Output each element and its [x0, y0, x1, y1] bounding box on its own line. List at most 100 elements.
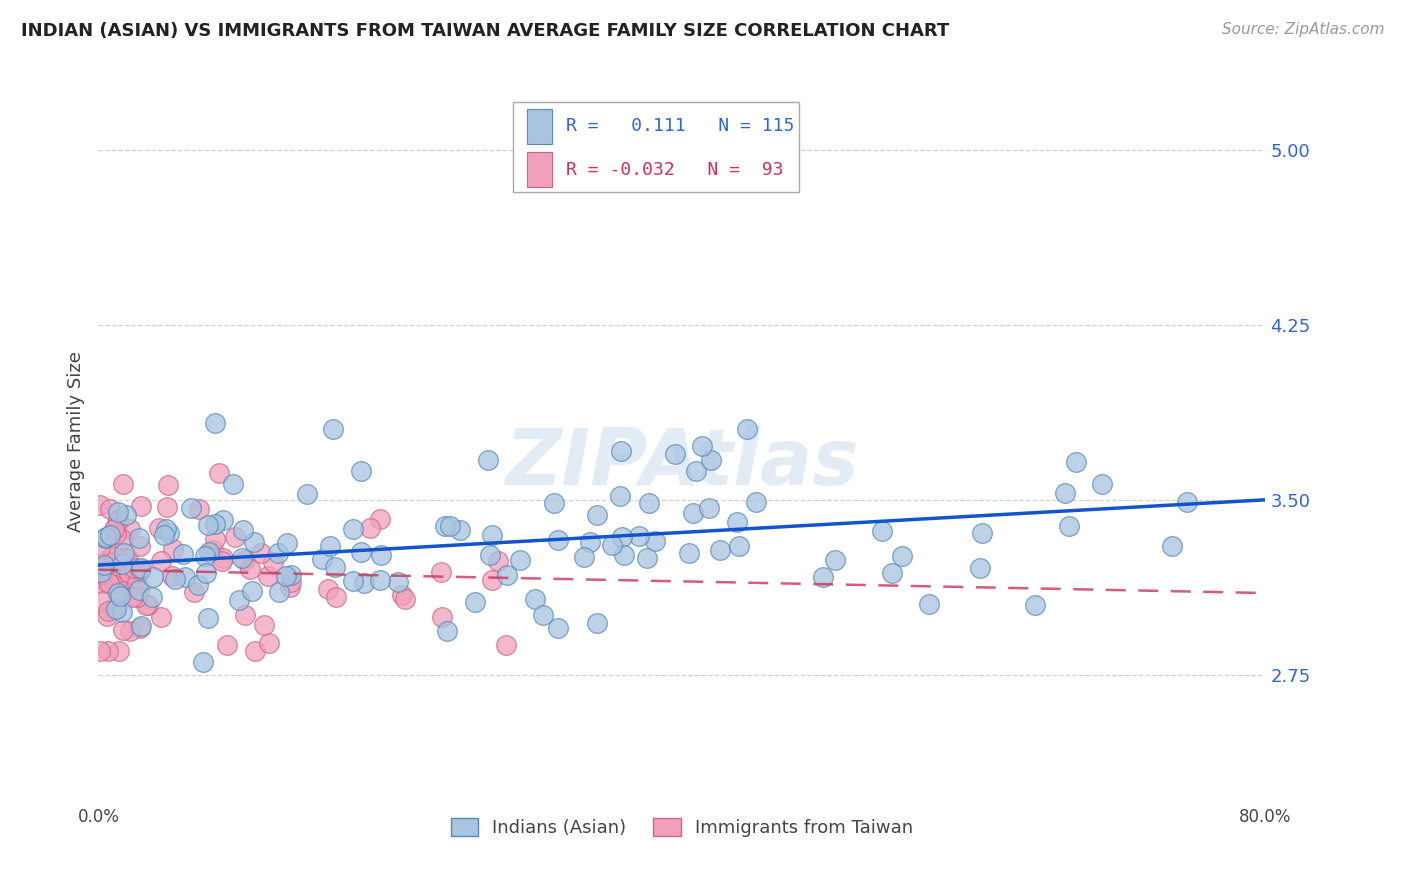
Point	[323, 560, 346, 574]
Point	[477, 452, 499, 467]
Point	[105, 518, 128, 533]
Point	[110, 589, 132, 603]
Text: R =   0.111   N = 115: R = 0.111 N = 115	[567, 118, 794, 136]
Point	[91, 576, 114, 591]
Point	[613, 548, 636, 562]
Point	[183, 584, 205, 599]
Point	[122, 564, 145, 578]
Point	[250, 545, 273, 559]
Point	[208, 466, 231, 480]
Point	[370, 549, 392, 563]
Point	[136, 599, 159, 613]
Point	[128, 582, 150, 597]
Point	[585, 508, 607, 523]
Point	[201, 542, 224, 557]
Point	[350, 464, 373, 478]
Point	[891, 549, 914, 564]
Point	[107, 512, 129, 526]
Point	[153, 528, 176, 542]
Point	[211, 554, 233, 568]
Point	[125, 582, 148, 596]
Point	[94, 531, 117, 545]
Point	[481, 527, 503, 541]
Point	[824, 553, 846, 567]
Point	[240, 584, 263, 599]
Point	[430, 565, 453, 579]
Point	[150, 610, 173, 624]
Point	[198, 545, 221, 559]
Point	[141, 591, 163, 605]
Point	[496, 568, 519, 582]
Point	[117, 566, 139, 581]
Point	[628, 529, 651, 543]
Point	[572, 549, 595, 564]
Point	[117, 574, 139, 589]
Point	[97, 574, 120, 589]
Point	[93, 567, 115, 582]
Point	[121, 590, 143, 604]
Point	[644, 534, 666, 549]
Point	[172, 547, 194, 561]
Point	[98, 502, 121, 516]
Point	[112, 546, 135, 560]
Point	[222, 476, 245, 491]
Point	[745, 494, 768, 508]
Point	[135, 598, 157, 612]
Point	[111, 605, 134, 619]
Point	[274, 569, 297, 583]
Point	[103, 600, 125, 615]
Point	[813, 570, 835, 584]
Point	[342, 522, 364, 536]
Point	[1064, 455, 1087, 469]
Text: Source: ZipAtlas.com: Source: ZipAtlas.com	[1222, 22, 1385, 37]
Point	[104, 602, 127, 616]
Point	[1054, 485, 1077, 500]
Point	[509, 552, 531, 566]
Point	[318, 539, 340, 553]
Point	[187, 578, 209, 592]
Point	[1057, 518, 1080, 533]
Point	[160, 569, 183, 583]
Point	[107, 515, 129, 529]
Point	[129, 561, 152, 575]
Point	[709, 543, 731, 558]
Point	[1024, 599, 1046, 613]
Point	[368, 573, 391, 587]
Point	[131, 499, 153, 513]
Point	[586, 616, 609, 631]
Point	[148, 521, 170, 535]
Point	[600, 538, 623, 552]
Point	[104, 526, 127, 541]
Point	[112, 575, 135, 590]
Point	[697, 500, 720, 515]
Point	[162, 541, 184, 556]
Point	[257, 636, 280, 650]
Point	[142, 570, 165, 584]
Point	[107, 586, 129, 600]
Point	[253, 617, 276, 632]
Point	[124, 561, 146, 575]
Point	[97, 644, 120, 658]
Point	[228, 592, 250, 607]
Point	[159, 526, 181, 541]
Point	[449, 523, 471, 537]
Point	[204, 532, 226, 546]
Point	[882, 566, 904, 580]
Point	[276, 535, 298, 549]
Point	[103, 549, 125, 563]
Point	[129, 564, 152, 578]
Point	[269, 585, 291, 599]
Point	[129, 562, 152, 576]
Point	[432, 610, 454, 624]
Point	[728, 539, 751, 553]
Point	[524, 592, 547, 607]
Point	[112, 624, 135, 638]
Point	[547, 621, 569, 635]
Point	[359, 521, 381, 535]
Point	[353, 575, 375, 590]
Point	[103, 522, 125, 536]
Point	[217, 638, 239, 652]
Text: INDIAN (ASIAN) VS IMMIGRANTS FROM TAIWAN AVERAGE FAMILY SIZE CORRELATION CHART: INDIAN (ASIAN) VS IMMIGRANTS FROM TAIWAN…	[21, 22, 949, 40]
Point	[156, 478, 179, 492]
Point	[735, 422, 758, 436]
